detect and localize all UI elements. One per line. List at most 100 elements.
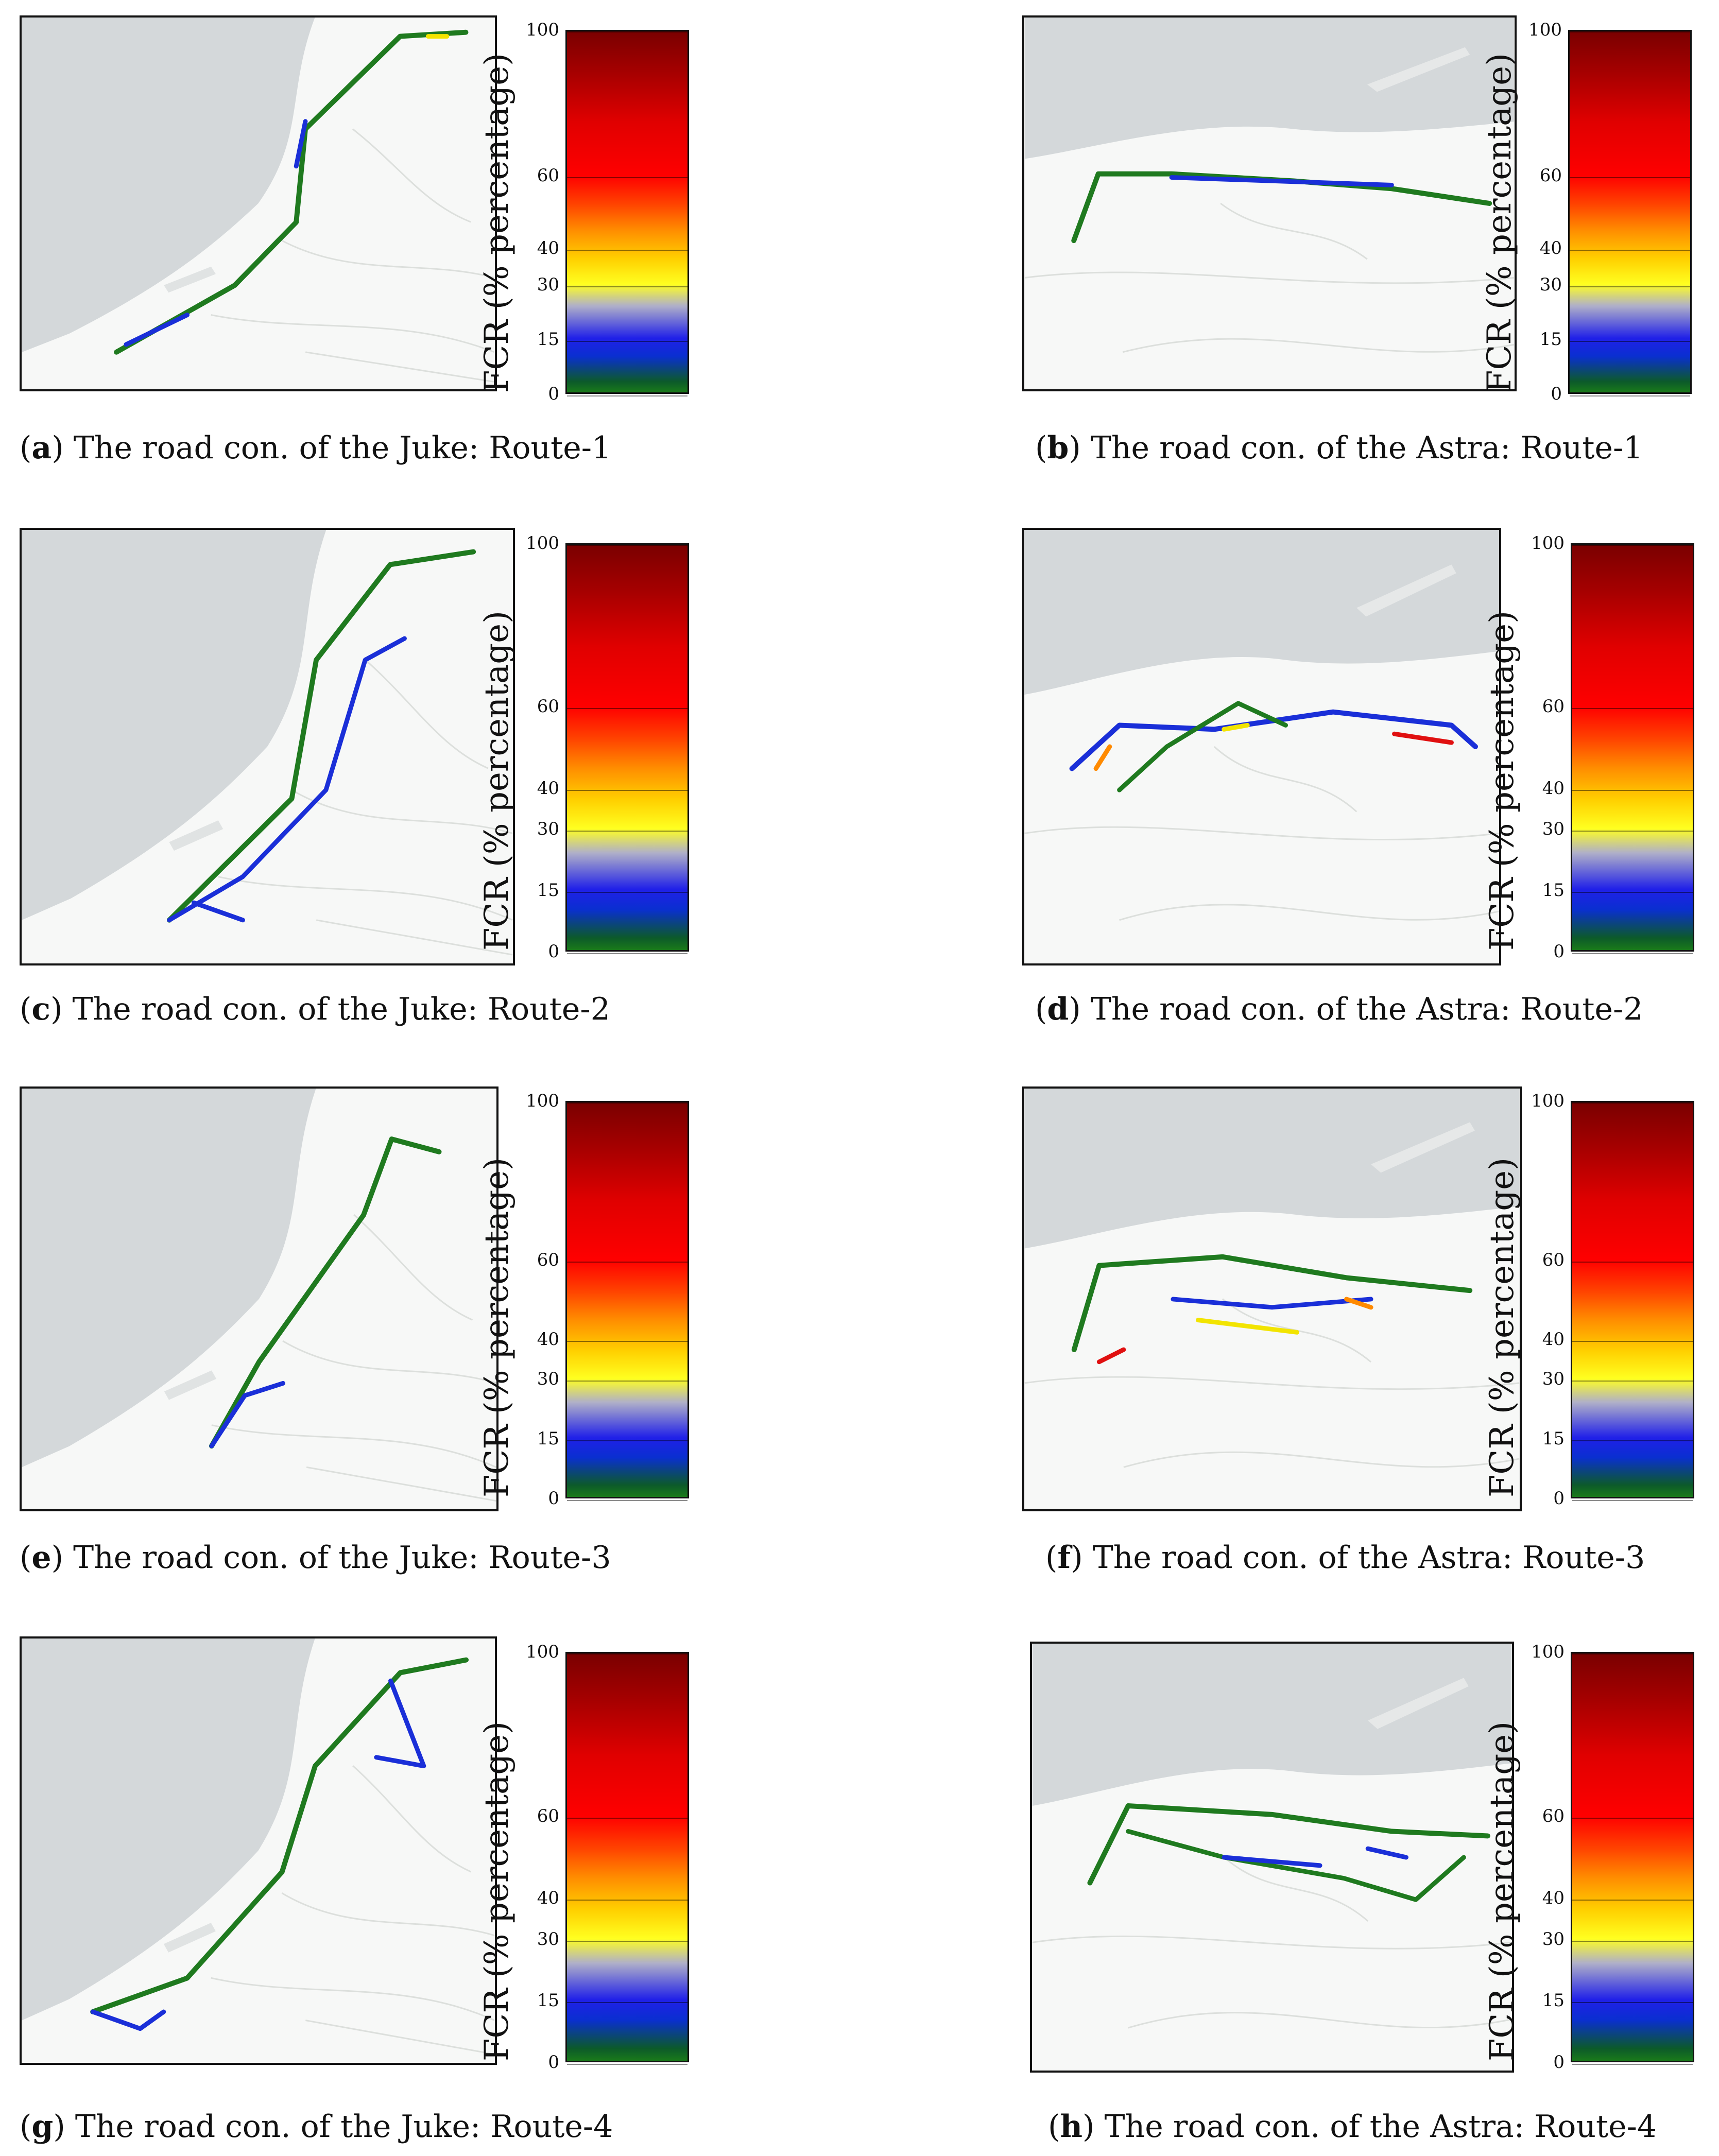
panel-letter: g — [31, 2109, 54, 2145]
fcr-colorbar — [1571, 1652, 1694, 2065]
colorbar-tick-label: 15 — [1542, 880, 1565, 901]
fcr-colorbar — [565, 1652, 689, 2065]
route-segment-red — [1096, 1347, 1126, 1365]
colorbar-tick-line — [567, 2064, 687, 2065]
colorbar-tick-label: 60 — [1542, 1805, 1565, 1826]
colorbar-tick-label: 60 — [1542, 1249, 1565, 1270]
colorbar-tick-label: 100 — [526, 1642, 559, 1662]
caption-text: The road con. of the Astra: Route-3 — [1082, 1540, 1645, 1576]
colorbar-tick-label: 15 — [1542, 1990, 1565, 2011]
colorbar-tick-label: 100 — [1531, 1642, 1565, 1662]
colorbar-axis-label: FCR (% percentage) — [1481, 53, 1519, 393]
panel-letter: h — [1060, 2109, 1083, 2145]
route-segment-green — [1071, 171, 1492, 244]
colorbar-tick-label: 15 — [537, 880, 559, 901]
colorbar-tick-line — [567, 545, 687, 546]
colorbar-tick-label: 40 — [1542, 778, 1565, 799]
colorbar-tick-line — [1570, 31, 1690, 32]
route-segment-blue — [209, 1381, 286, 1448]
colorbar-tick-label: 60 — [537, 696, 559, 717]
colorbar-tick-label: 40 — [537, 238, 559, 259]
colorbar-tick-label: 60 — [537, 165, 559, 186]
route-segment-yellow — [1222, 722, 1250, 732]
colorbar-tick-label: 15 — [537, 1428, 559, 1450]
route-segment-orange — [1093, 744, 1112, 771]
colorbar-tick-label: 30 — [1542, 819, 1565, 840]
colorbar-tick-line — [1570, 340, 1690, 342]
colorbar-tick-line — [1572, 1653, 1693, 1654]
colorbar-tick-label: 60 — [537, 1249, 559, 1270]
route-segment-green — [1087, 1803, 1490, 1886]
colorbar-tick-line — [567, 1900, 687, 1901]
route-segment-green — [1071, 1254, 1473, 1352]
caption-text: The road con. of the Juke: Route-2 — [62, 991, 610, 1027]
route-map-d — [1022, 528, 1501, 965]
colorbar-tick-line — [1572, 1381, 1693, 1382]
colorbar-tick-label: 0 — [1551, 384, 1562, 404]
fcr-colorbar — [565, 543, 689, 954]
colorbar-tick-line — [1572, 1817, 1693, 1819]
route-segment-blue — [374, 1678, 426, 1769]
panel-caption: (g) The road con. of the Juke: Route-4 — [20, 2109, 613, 2145]
fcr-colorbar — [1571, 1101, 1694, 1501]
route-segment-green — [1126, 1829, 1466, 1902]
colorbar-tick-line — [567, 1500, 687, 1501]
colorbar-tick-line — [567, 286, 687, 287]
caption-text: The road con. of the Juke: Route-1 — [63, 430, 612, 466]
route-segment-green — [166, 549, 476, 923]
colorbar-tick-label: 100 — [1531, 533, 1565, 554]
map-canvas — [1025, 18, 1514, 353]
colorbar-tick-label: 40 — [537, 1888, 559, 1909]
panel-caption: (h) The road con. of the Astra: Route-4 — [1048, 2109, 1657, 2145]
colorbar-axis-label: FCR (% percentage) — [478, 53, 516, 393]
panel-letter: f — [1057, 1540, 1071, 1576]
panel-caption: (c) The road con. of the Juke: Route-2 — [20, 991, 610, 1027]
caption-text: The road con. of the Astra: Route-2 — [1080, 991, 1643, 1027]
colorbar-tick-line — [1572, 1102, 1693, 1103]
caption-text: The road con. of the Astra: Route-4 — [1094, 2109, 1657, 2145]
panel-letter: a — [31, 430, 52, 466]
route-segment-orange — [1344, 1297, 1373, 1310]
colorbar-tick-line — [1572, 708, 1693, 710]
colorbar-tick-label: 40 — [537, 778, 559, 799]
colorbar-tick-line — [567, 250, 687, 251]
colorbar-tick-label: 60 — [1542, 696, 1565, 717]
panel-letter: e — [31, 1540, 51, 1576]
caption-text: The road con. of the Juke: Route-4 — [65, 2109, 613, 2145]
colorbar-tick-line — [567, 31, 687, 32]
colorbar-tick-line — [1572, 953, 1693, 954]
map-canvas — [22, 18, 495, 383]
route-segment-blue — [90, 2009, 166, 2031]
panel-caption: (f) The road con. of the Astra: Route-3 — [1045, 1540, 1645, 1576]
colorbar-tick-line — [567, 395, 687, 396]
fcr-colorbar — [1571, 543, 1694, 954]
colorbar-tick-label: 0 — [548, 384, 559, 404]
route-segment-blue — [167, 636, 407, 923]
map-canvas — [1032, 1644, 1512, 2029]
route-segment-green — [114, 29, 469, 355]
route-segment-yellow — [1195, 1318, 1299, 1335]
colorbar-tick-line — [567, 831, 687, 832]
panel-letter: d — [1047, 991, 1069, 1027]
colorbar-tick-label: 15 — [537, 329, 559, 350]
route-segment-blue — [1222, 1855, 1322, 1868]
colorbar-tick-label: 100 — [1528, 20, 1562, 40]
colorbar-axis-label: FCR (% percentage) — [1483, 1157, 1521, 1497]
map-canvas — [1024, 1089, 1520, 1468]
colorbar-tick-line — [1572, 1900, 1693, 1901]
route-map-c — [20, 528, 515, 965]
colorbar-axis-label: FCR (% percentage) — [478, 610, 516, 951]
colorbar-tick-line — [1570, 177, 1690, 178]
caption-text: The road con. of the Astra: Route-1 — [1080, 430, 1643, 466]
fcr-colorbar — [565, 1101, 689, 1501]
colorbar-tick-label: 40 — [1542, 1329, 1565, 1350]
panel-caption: (e) The road con. of the Juke: Route-3 — [20, 1540, 611, 1576]
colorbar-tick-label: 100 — [526, 533, 559, 554]
colorbar-tick-label: 30 — [537, 1928, 559, 1950]
map-canvas — [1024, 530, 1499, 921]
colorbar-tick-line — [1572, 831, 1693, 832]
colorbar-tick-line — [1572, 892, 1693, 893]
route-segment-blue — [191, 900, 245, 923]
colorbar-tick-line — [1572, 2002, 1693, 2004]
route-segment-green — [209, 1136, 442, 1449]
